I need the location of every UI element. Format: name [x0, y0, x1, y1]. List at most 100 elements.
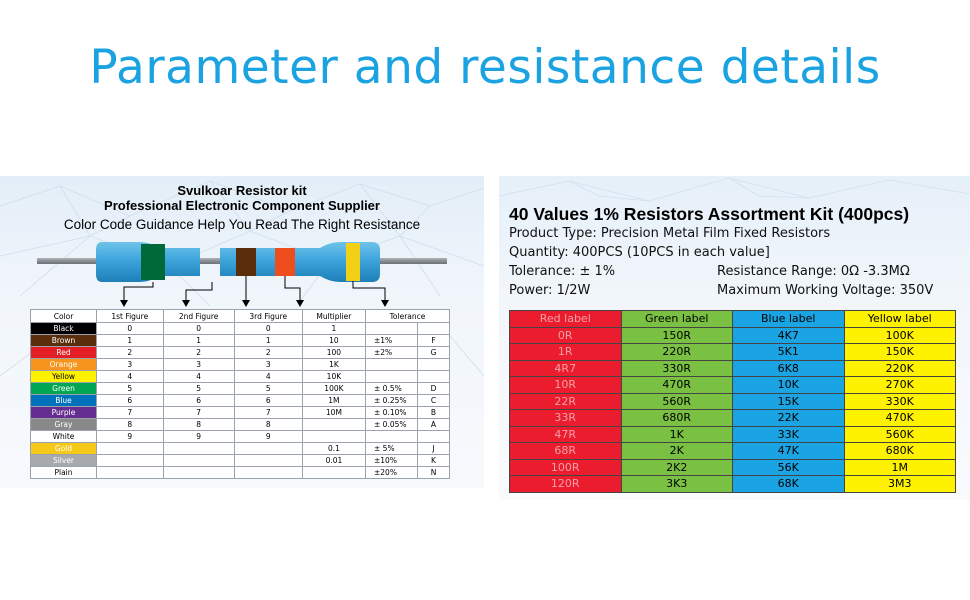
header-yellow-label: Yellow label: [843, 310, 956, 328]
blue-label-value: 15K: [732, 392, 845, 410]
network-background: [499, 177, 970, 202]
header-3rd-figure: 3rd Figure: [233, 309, 303, 323]
second-figure: 8: [162, 418, 235, 431]
tolerance-value: ±2%: [365, 346, 418, 359]
blue-label-value: 47K: [732, 442, 845, 460]
blue-label-value: 68K: [732, 475, 845, 493]
power: Power: 1/2W: [509, 283, 591, 298]
table-row: Yellow 4 4 4 10K: [30, 370, 450, 383]
green-label-value: 2K: [620, 442, 733, 460]
green-label-value: 2K2: [620, 458, 733, 476]
multiplier: 10M: [301, 406, 367, 419]
red-label-value: 1R: [509, 343, 622, 361]
tolerance-code: [417, 358, 450, 371]
second-figure: 0: [162, 322, 235, 335]
second-figure: [162, 442, 235, 455]
yellow-label-value: 1M: [843, 458, 956, 476]
multiplier: 10K: [301, 370, 367, 383]
blue-label-value: 33K: [732, 425, 845, 443]
multiplier: 0.1: [301, 442, 367, 455]
table-row: 4R7 330R 6K8 220K: [509, 359, 956, 377]
second-figure: 4: [162, 370, 235, 383]
tolerance-code: B: [417, 406, 450, 419]
tolerance-value: [365, 430, 418, 443]
color-code-panel: Svulkoar Resistor kit Professional Elect…: [0, 176, 484, 488]
third-figure: 6: [233, 394, 303, 407]
green-label-value: 220R: [620, 343, 733, 361]
color-name: Yellow: [30, 370, 97, 383]
tolerance-value: ±10%: [365, 454, 418, 467]
table-row: Black 0 0 0 1: [30, 322, 450, 335]
first-figure: 6: [96, 394, 164, 407]
tolerance-code: J: [417, 442, 450, 455]
color-code-table: Color 1st Figure 2nd Figure 3rd Figure M…: [30, 309, 450, 479]
color-name: Silver: [30, 454, 97, 467]
second-figure: 6: [162, 394, 235, 407]
yellow-label-value: 680K: [843, 442, 956, 460]
first-figure: 8: [96, 418, 164, 431]
table-row: 0R 150R 4K7 100K: [509, 326, 956, 344]
red-label-value: 33R: [509, 409, 622, 427]
resistor-values-table: Red label Green label Blue label Yellow …: [509, 310, 956, 493]
network-background: [0, 180, 484, 387]
third-figure: [233, 442, 303, 455]
green-label-value: 150R: [620, 326, 733, 344]
arrow-2nd-figure: [182, 300, 190, 307]
yellow-label-value: 150K: [843, 343, 956, 361]
second-figure: 7: [162, 406, 235, 419]
multiplier: 1M: [301, 394, 367, 407]
header-red-label: Red label: [509, 310, 622, 328]
first-figure: 1: [96, 334, 164, 347]
blue-label-value: 56K: [732, 458, 845, 476]
tolerance-code: D: [417, 382, 450, 395]
tolerance-code: [417, 430, 450, 443]
quantity: Quantity: 400PCS (10PCS in each value]: [509, 245, 770, 260]
header-blue-label: Blue label: [732, 310, 845, 328]
first-figure: 7: [96, 406, 164, 419]
third-figure: 9: [233, 430, 303, 443]
arrow-3rd-figure: [242, 300, 250, 307]
tolerance-code: C: [417, 394, 450, 407]
table-row: Plain ±20% N: [30, 466, 450, 479]
tolerance-code: [417, 370, 450, 383]
table-row: 100R 2K2 56K 1M: [509, 458, 956, 476]
color-name: Orange: [30, 358, 97, 371]
color-name: Red: [30, 346, 97, 359]
first-figure: 2: [96, 346, 164, 359]
guidance-line: Color Code Guidance Help You Read The Ri…: [63, 217, 421, 232]
red-label-value: 0R: [509, 326, 622, 344]
third-figure: 7: [233, 406, 303, 419]
red-label-value: 4R7: [509, 359, 622, 377]
red-label-value: 120R: [509, 475, 622, 493]
table-row: Purple 7 7 7 10M ± 0.10% B: [30, 406, 450, 419]
tolerance-value: ±1%: [365, 334, 418, 347]
table-row: 120R 3K3 68K 3M3: [509, 475, 956, 493]
green-label-value: 470R: [620, 376, 733, 394]
yellow-label-value: 220K: [843, 359, 956, 377]
table-row: 47R 1K 33K 560K: [509, 425, 956, 443]
tolerance-value: [365, 370, 418, 383]
tolerance-value: ± 0.5%: [365, 382, 418, 395]
tolerance-code: K: [417, 454, 450, 467]
first-figure: [96, 454, 164, 467]
green-label-value: 560R: [620, 392, 733, 410]
second-figure: [162, 466, 235, 479]
blue-label-value: 6K8: [732, 359, 845, 377]
header-2nd-figure: 2nd Figure: [162, 309, 235, 323]
red-label-value: 68R: [509, 442, 622, 460]
color-name: Brown: [30, 334, 97, 347]
assortment-panel: 40 Values 1% Resistors Assortment Kit (4…: [499, 176, 970, 500]
resistor-body-right: [220, 242, 380, 282]
table-row: Silver 0.01 ±10% K: [30, 454, 450, 467]
yellow-label-value: 100K: [843, 326, 956, 344]
arrow-1st-figure: [120, 300, 128, 307]
first-figure: 0: [96, 322, 164, 335]
third-figure: 4: [233, 370, 303, 383]
first-figure: 4: [96, 370, 164, 383]
table-row: 22R 560R 15K 330K: [509, 392, 956, 410]
tolerance-value: [365, 322, 418, 335]
supplier-line: Professional Electronic Component Suppli…: [104, 198, 380, 213]
tolerance-code: G: [417, 346, 450, 359]
third-figure: 1: [233, 334, 303, 347]
color-name: Green: [30, 382, 97, 395]
